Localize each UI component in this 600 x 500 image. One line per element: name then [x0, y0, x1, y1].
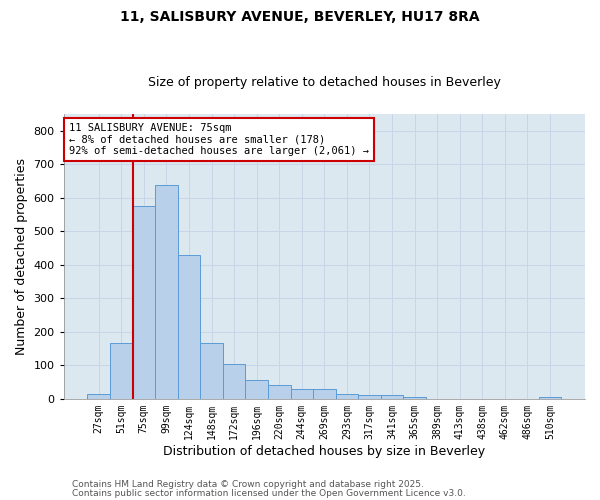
Bar [358, 396, 381, 399]
Bar [381, 396, 403, 399]
Bar [403, 397, 426, 399]
Bar [133, 206, 155, 399]
Bar [268, 385, 290, 399]
Title: Size of property relative to detached houses in Beverley: Size of property relative to detached ho… [148, 76, 501, 90]
Bar [335, 394, 358, 399]
Bar [223, 364, 245, 399]
Text: Contains public sector information licensed under the Open Government Licence v3: Contains public sector information licen… [72, 488, 466, 498]
Bar [539, 397, 562, 399]
Bar [245, 380, 268, 399]
Bar [313, 389, 335, 399]
Bar [155, 184, 178, 399]
Bar [200, 342, 223, 399]
Text: 11, SALISBURY AVENUE, BEVERLEY, HU17 8RA: 11, SALISBURY AVENUE, BEVERLEY, HU17 8RA [120, 10, 480, 24]
X-axis label: Distribution of detached houses by size in Beverley: Distribution of detached houses by size … [163, 444, 485, 458]
Bar [110, 342, 133, 399]
Text: Contains HM Land Registry data © Crown copyright and database right 2025.: Contains HM Land Registry data © Crown c… [72, 480, 424, 489]
Y-axis label: Number of detached properties: Number of detached properties [15, 158, 28, 355]
Text: 11 SALISBURY AVENUE: 75sqm
← 8% of detached houses are smaller (178)
92% of semi: 11 SALISBURY AVENUE: 75sqm ← 8% of detac… [69, 123, 369, 156]
Bar [178, 255, 200, 399]
Bar [290, 389, 313, 399]
Bar [88, 394, 110, 399]
